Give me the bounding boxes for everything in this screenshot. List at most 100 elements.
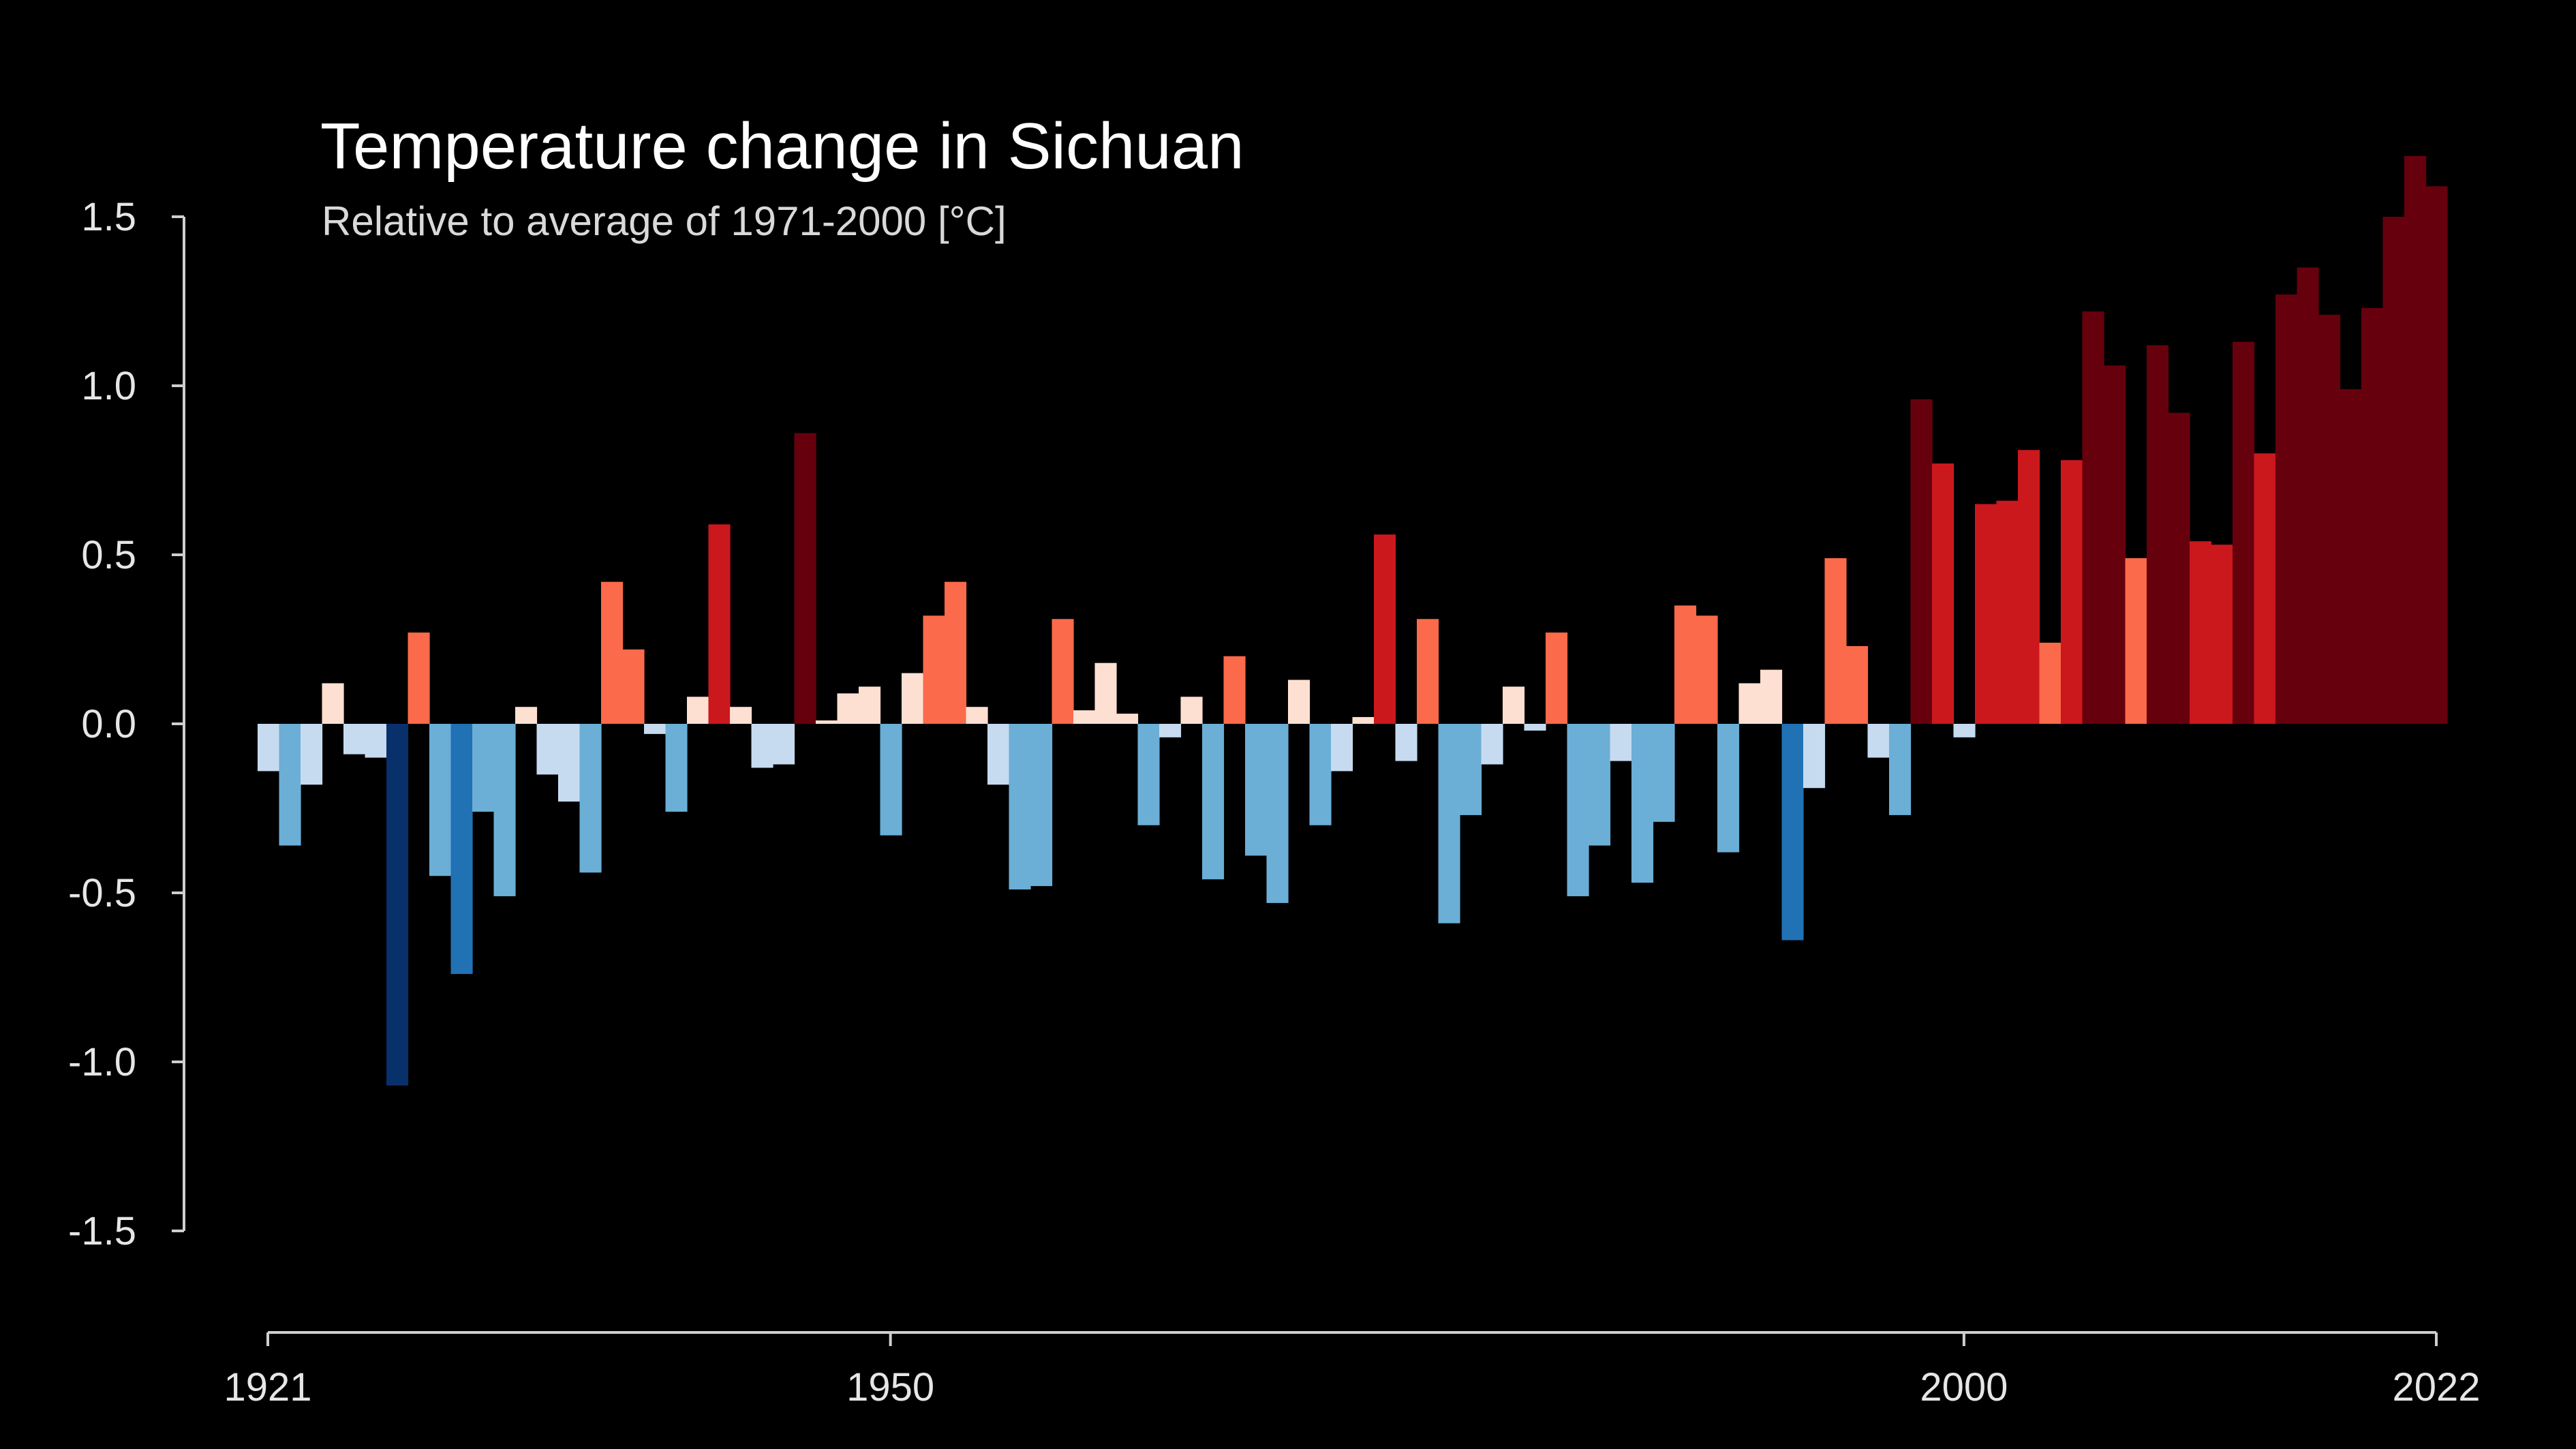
bar-2013 — [2233, 341, 2255, 724]
bar-1947 — [816, 720, 838, 724]
bar-1998 — [1910, 399, 1933, 724]
bar-1962 — [1137, 724, 1160, 825]
bar-2015 — [2275, 294, 2298, 724]
bar-2001 — [1975, 504, 1997, 724]
bar-1995 — [1846, 645, 1869, 724]
bar-1950 — [880, 724, 902, 836]
bar-2012 — [2211, 545, 2233, 724]
bar-1941 — [687, 697, 709, 724]
bar-1993 — [1803, 724, 1826, 789]
bar-1923 — [301, 724, 323, 785]
bar-1951 — [902, 673, 924, 724]
bar-1963 — [1159, 724, 1182, 737]
y-axis: 1.5 1.0 0.5 0.0 -0.5 -1.0 -1.5 — [68, 195, 185, 1253]
bar-2019 — [2361, 307, 2384, 724]
bar-2010 — [2168, 412, 2190, 724]
bar-1922 — [279, 724, 301, 846]
bar-2021 — [2404, 155, 2427, 724]
chart-title: Temperature change in Sichuan — [320, 110, 1244, 183]
bar-1964 — [1180, 697, 1203, 724]
bar-1975 — [1417, 619, 1439, 724]
bar-1977 — [1460, 724, 1482, 815]
bar-1938 — [622, 649, 645, 724]
bar-1928 — [408, 632, 430, 724]
bar-1971 — [1331, 724, 1353, 772]
bar-2002 — [1996, 500, 2019, 724]
bar-1921 — [258, 724, 280, 772]
x-tick-label: 1921 — [224, 1365, 311, 1409]
bar-1929 — [429, 724, 452, 876]
bar-1961 — [1116, 714, 1139, 724]
bar-2006 — [2082, 311, 2104, 724]
bar-2009 — [2147, 345, 2169, 724]
bar-1983 — [1589, 724, 1611, 846]
bar-1958 — [1052, 619, 1074, 724]
y-tick-label: 0.5 — [81, 533, 136, 577]
bar-1996 — [1867, 724, 1890, 758]
bar-1997 — [1889, 724, 1912, 815]
bar-1966 — [1223, 656, 1246, 724]
bar-1991 — [1760, 669, 1783, 724]
y-tick-label: 1.0 — [81, 364, 136, 408]
y-tick-label: -0.5 — [68, 871, 136, 915]
bar-1972 — [1352, 717, 1375, 724]
bar-2005 — [2061, 460, 2083, 724]
bar-1924 — [322, 683, 344, 724]
bar-1926 — [365, 724, 387, 758]
bar-1982 — [1567, 724, 1589, 896]
bar-1931 — [472, 724, 495, 812]
bar-1943 — [730, 707, 752, 724]
bar-1946 — [794, 433, 816, 724]
bar-1989 — [1717, 724, 1740, 853]
bar-2000 — [1953, 724, 1976, 737]
bar-1944 — [751, 724, 773, 768]
bar-1979 — [1503, 686, 1525, 724]
bar-1935 — [558, 724, 581, 802]
bar-1988 — [1696, 615, 1718, 724]
bar-1945 — [773, 724, 795, 765]
x-axis: 1921 1950 2000 2022 — [224, 1331, 2481, 1409]
bar-2008 — [2125, 558, 2147, 724]
bar-1940 — [665, 724, 688, 812]
bar-1999 — [1932, 463, 1954, 724]
bar-1994 — [1824, 558, 1847, 724]
bar-1960 — [1094, 662, 1117, 724]
bar-1957 — [1030, 724, 1053, 887]
bar-2014 — [2254, 453, 2276, 724]
bar-1953 — [945, 581, 967, 724]
bar-1949 — [859, 686, 881, 724]
bar-1985 — [1631, 724, 1654, 883]
y-tick-label: 0.0 — [81, 702, 136, 746]
bar-1925 — [343, 724, 366, 754]
bar-1990 — [1738, 683, 1761, 724]
bar-1968 — [1266, 724, 1289, 903]
bar-1978 — [1481, 724, 1503, 765]
bar-1976 — [1438, 724, 1460, 924]
bar-2016 — [2297, 267, 2319, 724]
bar-1930 — [450, 724, 473, 975]
x-tick-label: 1950 — [846, 1365, 934, 1409]
bar-2020 — [2382, 217, 2405, 724]
bar-2018 — [2340, 388, 2362, 724]
bar-1927 — [386, 724, 409, 1086]
bar-1973 — [1374, 534, 1396, 724]
bar-1969 — [1288, 680, 1310, 724]
bar-1980 — [1524, 724, 1546, 731]
bar-1986 — [1653, 724, 1675, 822]
bar-2017 — [2318, 314, 2341, 724]
bar-1942 — [708, 524, 731, 724]
bar-1932 — [493, 724, 516, 896]
bar-1967 — [1245, 724, 1268, 856]
bar-1984 — [1610, 724, 1632, 761]
bar-1954 — [966, 707, 988, 724]
bar-1981 — [1546, 632, 1568, 724]
bar-2011 — [2190, 541, 2212, 724]
bar-1936 — [579, 724, 602, 873]
x-tick-label: 2000 — [1920, 1365, 2008, 1409]
bar-2007 — [2104, 365, 2126, 724]
bar-1955 — [987, 724, 1010, 785]
bar-1937 — [601, 581, 624, 724]
bar-1959 — [1073, 710, 1096, 724]
bar-2003 — [2018, 450, 2040, 724]
